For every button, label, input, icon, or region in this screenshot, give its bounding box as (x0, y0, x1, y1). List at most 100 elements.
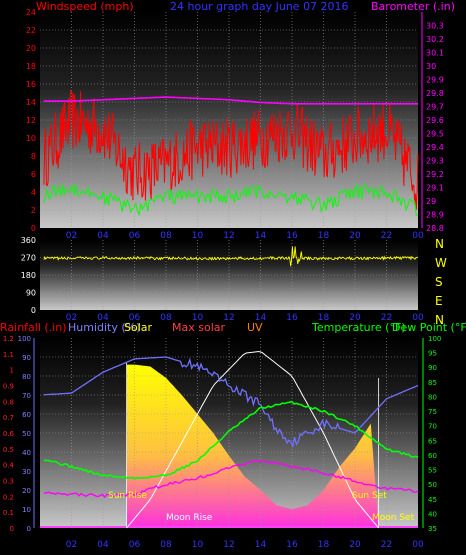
barometer-y-tick-label: 30.1 (426, 49, 444, 58)
rainfall-y-tick-label: 0.5 (3, 446, 14, 454)
climate-panel-x-tick-label: 12 (223, 540, 234, 550)
direction-panel-x-tick-label: 12 (223, 313, 234, 323)
temperature-y-tick-label: 40 (428, 510, 437, 518)
climate-panel-x-tick-label: 08 (160, 540, 172, 550)
barometer-y-tick-label: 30 (426, 62, 436, 71)
barometer-y-tick-label: 30.2 (426, 35, 444, 44)
windspeed-y-tick-label: 20 (26, 44, 36, 53)
barometer-y-tick-label: 29 (426, 197, 436, 206)
temperature-y-tick-label: 80 (428, 393, 437, 401)
climate-panel-x-tick-label: 06 (129, 540, 141, 550)
rainfall-y-tick-label: 0.3 (3, 478, 14, 486)
direction-y-tick-label: 90 (26, 289, 36, 298)
temperature-y-tick-label: 85 (428, 379, 437, 387)
temperature-y-tick-label: 90 (428, 364, 437, 372)
rainfall-y-tick-label: 1.2 (3, 335, 14, 343)
windspeed-y-tick-label: 12 (26, 116, 36, 125)
temperature-y-tick-label: 100 (428, 335, 441, 343)
wind-panel-x-tick-label: 20 (349, 231, 361, 241)
humidity-y-tick-label: 100 (18, 335, 31, 343)
rainfall-y-tick-label: 0.4 (3, 462, 15, 470)
rainfall-y-tick-label: 0.6 (3, 430, 15, 438)
temperature-y-tick-label: 45 (428, 496, 437, 504)
wind-speed-line (43, 183, 419, 217)
barometer-y-tick-label: 29.8 (426, 89, 444, 98)
temperature-y-tick-label: 60 (428, 452, 437, 460)
climate-panel-x-tick-label: 10 (192, 540, 204, 550)
windspeed-axis-label: Windspeed (mph) (36, 0, 134, 13)
chart-title: 24 hour graph day June 07 2016 (170, 0, 349, 13)
wind-panel-x-tick-label: 08 (160, 231, 172, 241)
direction-panel-x-tick-label: 14 (255, 313, 267, 323)
rainfall-y-tick-label: 0.7 (3, 414, 14, 422)
rainfall-y-tick-label: 0.2 (3, 493, 14, 501)
compass-letter-w: W (435, 256, 447, 270)
humidity-y-tick-label: 50 (22, 430, 31, 438)
windspeed-y-tick-label: 8 (31, 152, 36, 161)
climate-panel-x-tick-label: 16 (286, 540, 298, 550)
solar-area (126, 364, 379, 528)
direction-panel-x-tick-label: 10 (192, 313, 204, 323)
dewpoint-axis-label: Dew Point (°F) (392, 321, 466, 334)
windspeed-y-tick-label: 0 (31, 224, 36, 233)
wind-panel-x-tick-label: 16 (286, 231, 298, 241)
temperature-y-tick-label: 35 (428, 525, 437, 533)
barometer-y-tick-label: 28.8 (426, 224, 444, 233)
direction-panel-x-tick-label: 18 (318, 313, 330, 323)
direction-panel-x-tick-label: 08 (160, 313, 172, 323)
barometer-y-tick-label: 29.6 (426, 116, 444, 125)
humidity-axis-label: Humidity (%) (68, 321, 140, 334)
compass-letter-s: S (435, 275, 443, 289)
wind-panel-x-tick-label: 18 (318, 231, 330, 241)
wind-panel-x-tick-label: 10 (192, 231, 204, 241)
direction-panel-x-tick-label: 00 (412, 313, 424, 323)
barometer-y-tick-label: 29.4 (426, 143, 444, 152)
humidity-y-tick-label: 80 (22, 373, 31, 381)
direction-y-tick-label: 360 (21, 236, 36, 245)
direction-panel-x-tick-label: 04 (97, 313, 109, 323)
temperature-line (43, 400, 419, 480)
wind-panel-x-tick-label: 14 (255, 231, 267, 241)
wind-panel-x-tick-label: 00 (412, 231, 424, 241)
direction-panel-x-tick-label: 16 (286, 313, 298, 323)
wind-direction-line (43, 246, 419, 267)
compass-letter-e: E (435, 294, 443, 308)
dew-point-line (43, 459, 419, 499)
humidity-y-tick-label: 10 (22, 506, 31, 514)
climate-panel-x-tick-label: 04 (97, 540, 109, 550)
wind-panel-x-tick-label: 04 (97, 231, 109, 241)
humidity-line (43, 356, 419, 449)
moon-set-annotation: Moon Set (372, 513, 415, 523)
humidity-y-tick-label: 60 (22, 411, 31, 419)
windspeed-y-tick-label: 18 (26, 62, 36, 71)
temperature-axis-label: Temperature (°F) (311, 321, 406, 334)
barometer-y-tick-label: 29.5 (426, 130, 444, 139)
humidity-y-tick-label: 30 (22, 468, 31, 476)
rainfall-y-tick-label: 0 (10, 525, 14, 533)
barometer-y-tick-label: 29.7 (426, 103, 444, 112)
temperature-y-tick-label: 70 (428, 423, 437, 431)
direction-y-tick-label: 0 (31, 306, 36, 315)
barometer-y-tick-label: 29.3 (426, 157, 444, 166)
climate-panel-x-tick-label: 22 (381, 540, 392, 550)
windspeed-y-tick-label: 14 (26, 98, 36, 107)
rainfall-y-tick-label: 0.8 (3, 398, 14, 406)
humidity-y-tick-label: 0 (27, 525, 31, 533)
windspeed-y-tick-label: 6 (31, 170, 36, 179)
barometer-y-tick-label: 29.1 (426, 184, 444, 193)
barometer-line (43, 96, 418, 105)
climate-panel-x-tick-label: 00 (412, 540, 424, 550)
humidity-y-tick-label: 70 (22, 392, 31, 400)
solar-label: Solar (124, 321, 153, 334)
barometer-axis-label: Barometer (.in) (371, 0, 455, 13)
sun-rise-annotation: Sun Rise (108, 491, 147, 501)
wind-panel-x-tick-label: 02 (66, 231, 77, 241)
windspeed-y-tick-label: 24 (26, 8, 36, 17)
barometer-y-tick-label: 28.9 (426, 211, 444, 220)
rainfall-y-tick-label: 0.1 (3, 509, 14, 517)
humidity-y-tick-label: 40 (22, 449, 31, 457)
uv-label: UV (247, 321, 263, 334)
rainfall-y-tick-label: 1 (10, 367, 14, 375)
direction-panel-x-tick-label: 06 (129, 313, 141, 323)
compass-letter-n-bottom: N (435, 313, 444, 327)
